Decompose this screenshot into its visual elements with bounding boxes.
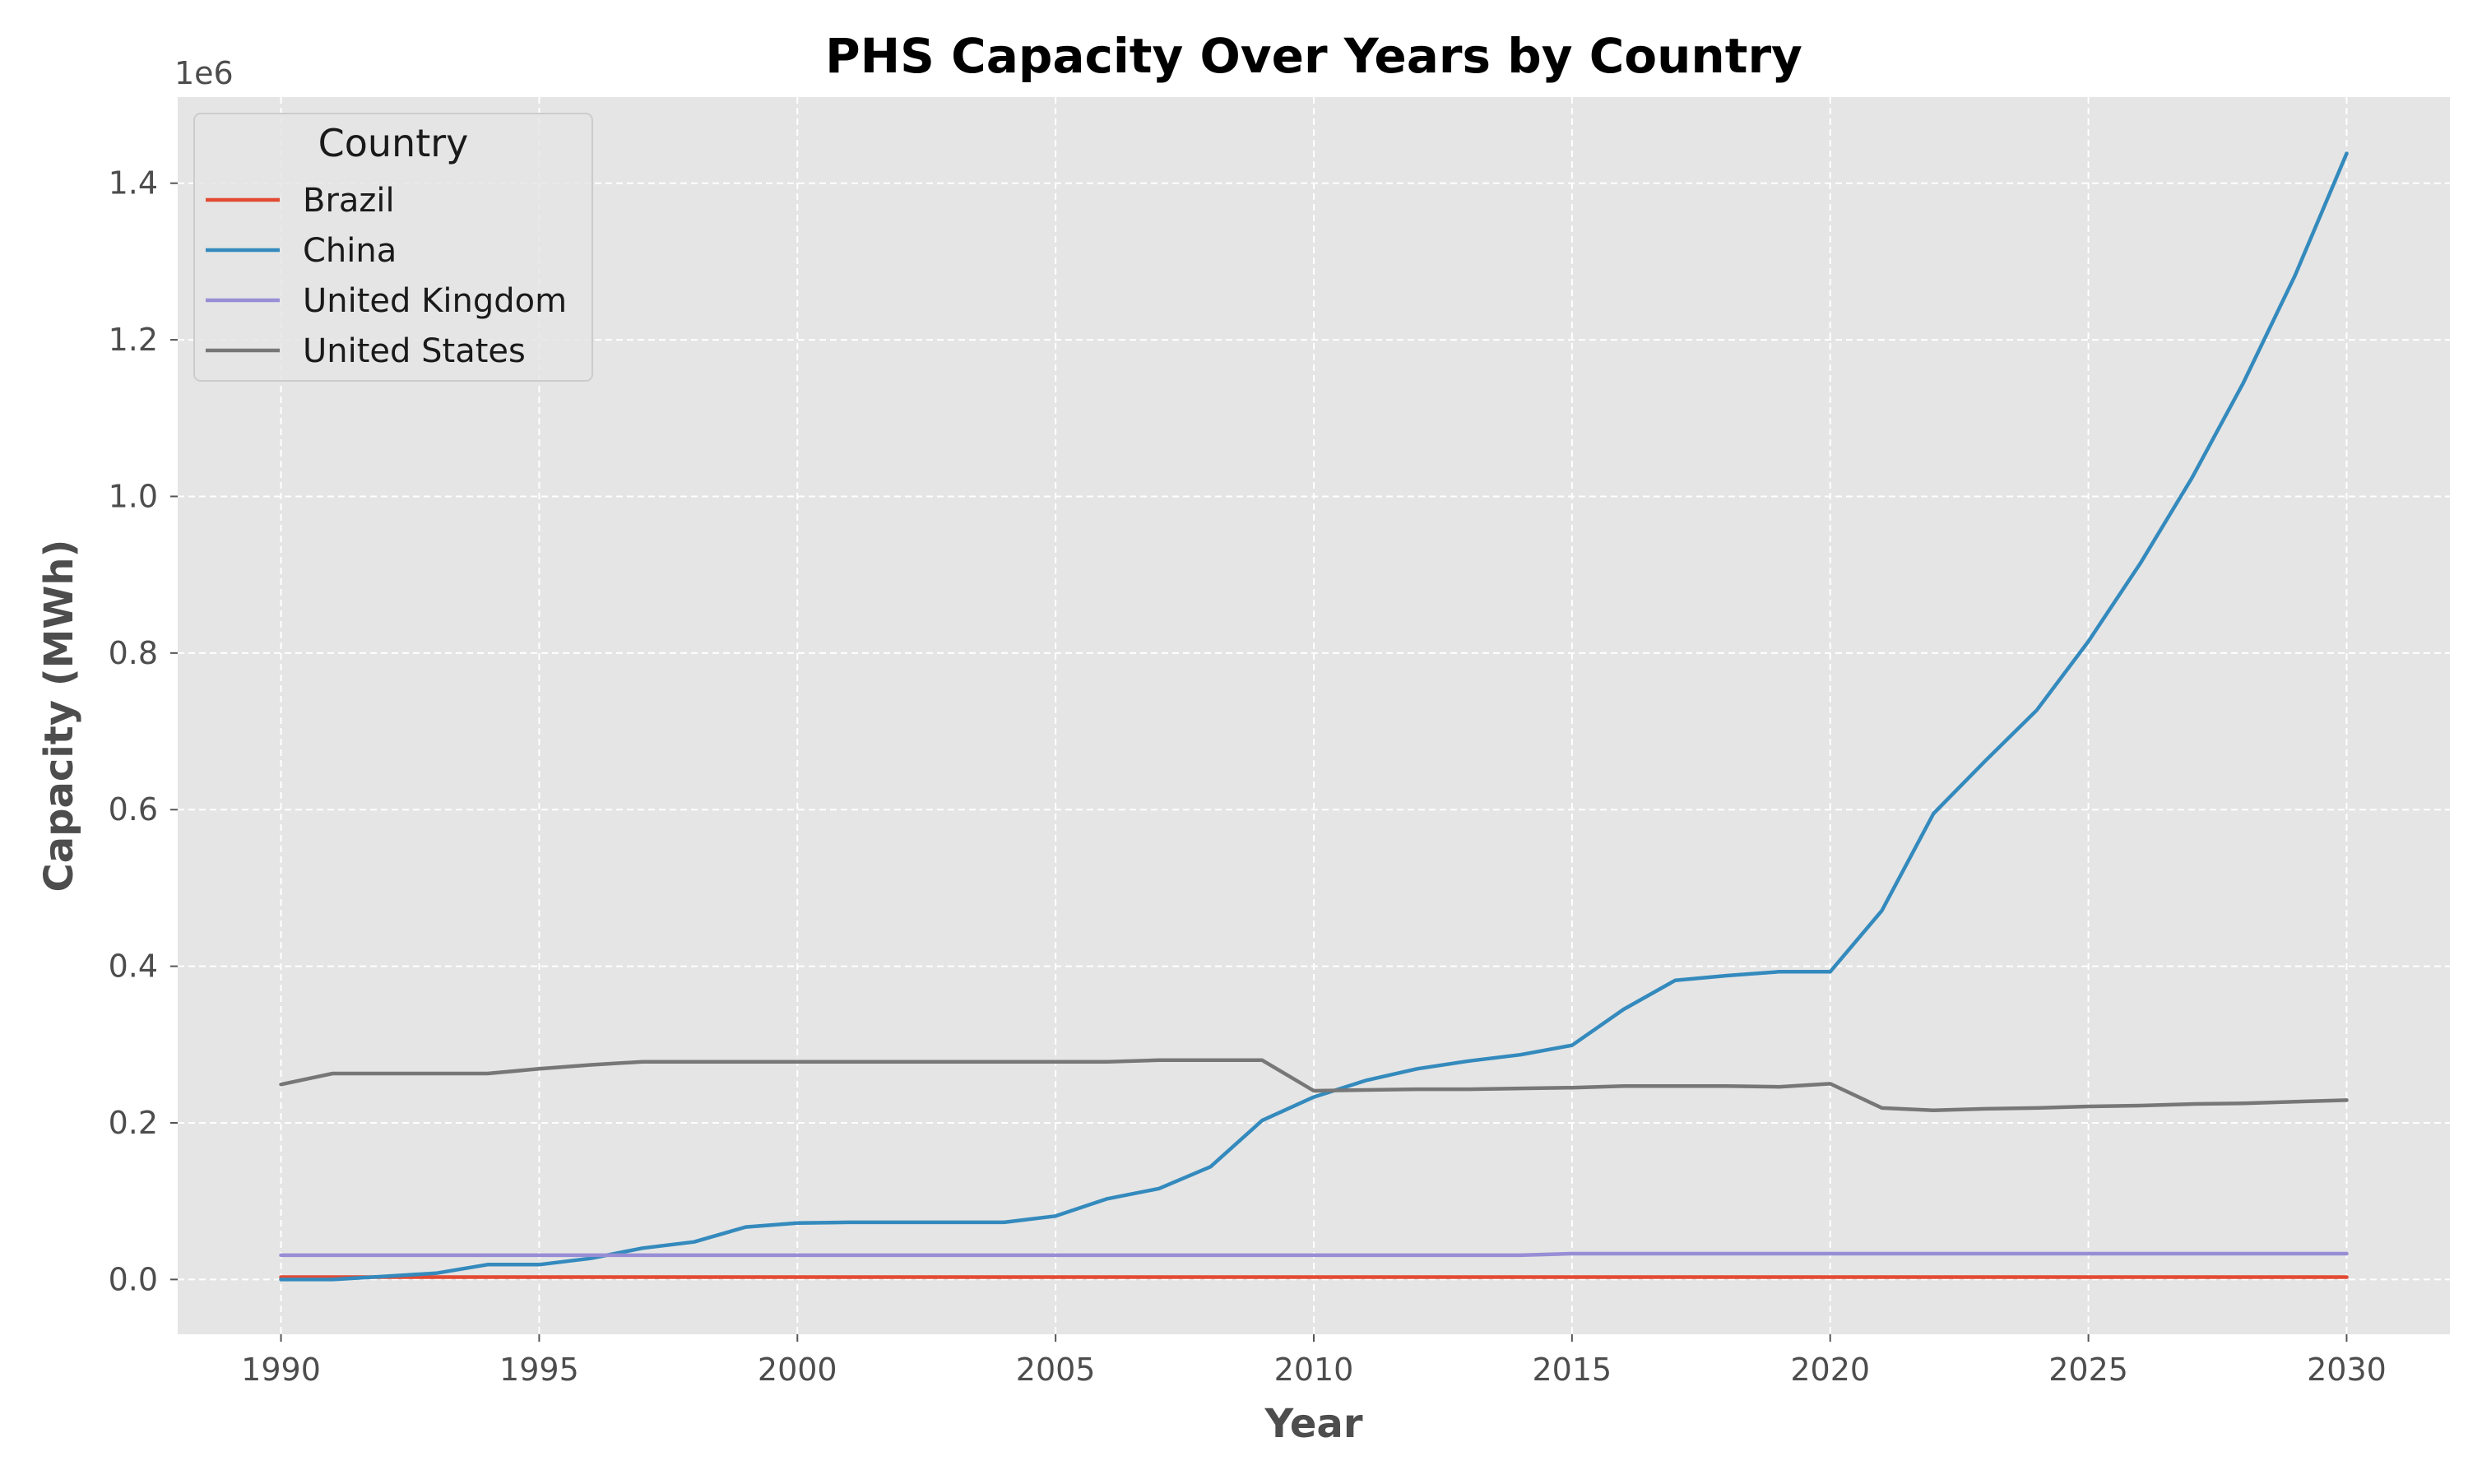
x-tick-label: 2025: [2048, 1352, 2128, 1388]
chart-title: PHS Capacity Over Years by Country: [825, 28, 1802, 84]
legend-label-united-kingdom: United Kingdom: [303, 282, 567, 320]
legend-title: Country: [318, 121, 469, 165]
x-tick-label: 2030: [2307, 1352, 2387, 1388]
x-tick-label: 2005: [1016, 1352, 1096, 1388]
y-tick-label: 1.2: [109, 322, 158, 358]
series-line-united-kingdom: [279, 1251, 2349, 1258]
axis-ticks: 1990 1995 2000 2005 2010 2015 2020 2025 2030 0.0 0…: [109, 165, 2387, 1388]
series-line-united-states: [279, 1058, 2349, 1113]
x-tick-label: 2015: [1533, 1352, 1612, 1388]
x-tick-label: 1995: [499, 1352, 579, 1388]
y-tick-label: 0.6: [109, 791, 158, 828]
y-tick-label: 0.0: [109, 1261, 158, 1297]
y-axis-title: Capacity (MWh): [36, 540, 82, 893]
y-tick-label: 1.0: [109, 478, 158, 514]
y-tick-label: 0.2: [109, 1105, 158, 1141]
x-tick-label: 2020: [1790, 1352, 1870, 1388]
y-axis-offset-label: 1e6: [174, 55, 234, 91]
series-line-china: [279, 151, 2349, 1282]
legend-label-china: China: [303, 232, 397, 270]
legend-box: [193, 113, 593, 382]
legend-label-united-states: United States: [303, 332, 526, 370]
x-tick-label: 1990: [241, 1352, 321, 1388]
y-tick-label: 1.4: [109, 165, 158, 202]
x-tick-label: 2000: [758, 1352, 837, 1388]
x-axis-title: Year: [1264, 1401, 1363, 1447]
grid-lines: [178, 97, 2450, 1334]
y-tick-label: 0.8: [109, 635, 158, 671]
series-lines: [279, 151, 2349, 1282]
legend-label-brazil: Brazil: [303, 182, 395, 220]
legend: Country Brazil China United Kingdom United …: [193, 113, 593, 382]
y-tick-label: 0.4: [109, 948, 158, 985]
legend-items: Brazil China United Kingdom United States: [206, 182, 567, 370]
x-tick-label: 2010: [1274, 1352, 1354, 1388]
